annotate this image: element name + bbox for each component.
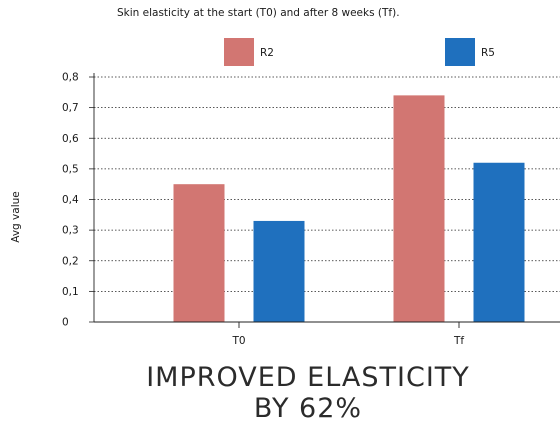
- y-tick-label: 0,6: [62, 133, 79, 145]
- x-tick-label: Tf: [453, 335, 464, 347]
- y-axis-ticks: 0 0,1 0,2 0,3 0,4 0,5 0,6 0,7 0,8: [62, 72, 94, 329]
- y-tick-label: 0,8: [62, 72, 79, 84]
- legend-swatch-r2: [224, 38, 254, 66]
- legend-label-r5: R5: [481, 47, 495, 59]
- bars: [173, 95, 525, 322]
- gridlines: [94, 76, 560, 292]
- y-tick-label: 0,4: [62, 194, 79, 206]
- x-tick-label: T0: [231, 335, 245, 347]
- y-tick-label: 0,3: [62, 225, 79, 237]
- headline-line-1: IMPROVED ELASTICITY: [146, 362, 470, 393]
- bar-chart: Skin elasticity at the start (T0) and af…: [10, 7, 560, 347]
- y-axis-label: Avg value: [10, 191, 22, 242]
- legend-label-r2: R2: [260, 47, 274, 59]
- headline-line-2: BY 62%: [253, 393, 363, 424]
- x-axis: T0 Tf: [93, 73, 560, 347]
- bar-r5-tf: [473, 162, 525, 322]
- chart-legend: R2 R5: [224, 38, 495, 66]
- legend-swatch-r5: [445, 38, 475, 66]
- y-tick-label: 0,2: [62, 255, 79, 267]
- bar-r2-t0: [173, 184, 225, 322]
- y-tick-label: 0,5: [62, 163, 79, 175]
- y-tick-label: 0,7: [62, 102, 79, 114]
- y-tick-label: 0,1: [62, 286, 79, 298]
- y-tick-label: 0: [62, 317, 69, 329]
- bar-r5-t0: [253, 220, 305, 322]
- bar-r2-tf: [393, 95, 445, 322]
- chart-title: Skin elasticity at the start (T0) and af…: [117, 7, 400, 19]
